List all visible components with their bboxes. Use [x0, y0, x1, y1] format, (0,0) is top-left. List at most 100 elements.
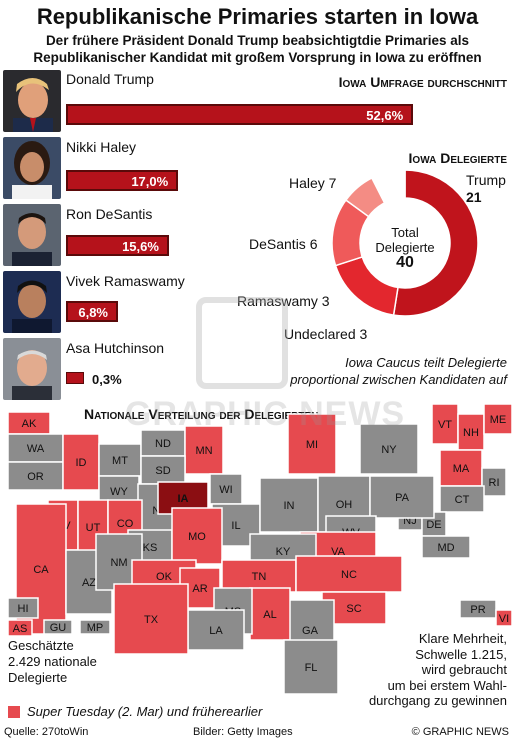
majority-note-line-1: Klare Mehrheit, — [418, 631, 507, 646]
state-label-id: ID — [76, 457, 87, 469]
state-label-tn: TN — [252, 571, 267, 583]
majority-note-line-4: um bei erstem Wahl- — [387, 677, 507, 693]
caucus-note: Iowa Caucus teilt Delegierte proportiona… — [290, 354, 507, 388]
majority-note-line-5: durchgang zu gewinnen — [368, 693, 507, 708]
image-credit: Bilder: Getty Images — [193, 726, 293, 738]
donut-center-value: 40 — [396, 254, 414, 271]
state-label-vi: VI — [499, 613, 509, 625]
state-label-sd: SD — [155, 465, 170, 477]
state-label-ga: GA — [302, 625, 319, 637]
state-label-wa: WA — [27, 443, 45, 455]
state-sd — [140, 455, 186, 485]
subtitle-line-2: Republikanischer Kandidat mit großem Vor… — [33, 50, 482, 65]
candidate-name-haley: Nikki Haley — [66, 139, 137, 155]
state-al — [249, 587, 291, 641]
state-label-ca: CA — [33, 564, 49, 576]
state-mn — [184, 425, 224, 475]
donut-slice-undeclared — [370, 169, 406, 204]
state-label-mp: MP — [87, 622, 104, 634]
state-label-nm: NM — [110, 557, 127, 569]
trump-photo — [3, 70, 61, 132]
state-label-hi: HI — [18, 603, 29, 615]
state-mp — [79, 619, 111, 635]
state-label-va: VA — [331, 546, 346, 558]
desantis-photo — [3, 204, 61, 266]
state-ri — [481, 467, 507, 497]
state-label-wy: WY — [110, 486, 128, 498]
candidate-name-hutchinson: Asa Hutchinson — [66, 340, 165, 356]
state-as — [7, 619, 33, 637]
state-label-ma: MA — [453, 463, 470, 475]
state-label-ri: RI — [489, 477, 500, 489]
candidate-name-desantis: Ron DeSantis — [66, 206, 153, 222]
state-label-nc: NC — [341, 569, 357, 581]
state-label-mn: MN — [195, 445, 212, 457]
graphic-news-credit: © GRAPHIC NEWS — [411, 726, 509, 738]
hutchinson-photo — [3, 338, 61, 400]
state-nd — [140, 429, 186, 457]
state-label-in: IN — [284, 500, 295, 512]
state-label-ok: OK — [156, 571, 173, 583]
state-label-nh: NH — [463, 427, 479, 439]
state-label-as: AS — [13, 623, 28, 635]
state-label-sc: SC — [346, 603, 361, 615]
estimate-note: Geschätzte 2.429 nationale Delegierte — [8, 638, 97, 686]
state-label-pr: PR — [470, 604, 485, 616]
majority-note-line-3: wird gebraucht — [421, 662, 507, 677]
donut-label-trump: Trump 21 — [466, 172, 506, 206]
state-ny — [359, 423, 419, 475]
state-md — [421, 535, 471, 559]
state-label-ut: UT — [86, 522, 101, 534]
state-label-al: AL — [263, 609, 276, 621]
state-label-mt: MT — [112, 455, 128, 467]
poll-bar-haley: 17,0% — [66, 170, 179, 191]
state-vi — [495, 609, 513, 627]
donut-label-trump-name: Trump — [466, 172, 506, 188]
candidate-name-ramaswamy: Vivek Ramaswamy — [66, 273, 185, 289]
candidate-name-trump: Donald Trump — [66, 71, 154, 87]
source-credit: Quelle: 270toWin — [4, 726, 89, 738]
state-nc — [295, 555, 403, 593]
poll-bar-desantis: 15,6% — [66, 235, 169, 256]
state-mt — [98, 443, 142, 477]
donut-label-trump-value: 21 — [466, 189, 482, 205]
state-label-tx: TX — [144, 614, 159, 626]
estimate-note-line-2: 2.429 nationale — [8, 654, 97, 669]
state-label-gu: GU — [50, 622, 67, 634]
majority-note-line-2: Schwelle 1.215, — [415, 646, 507, 662]
watermark-text: GRAPHIC NEWS — [124, 395, 406, 433]
majority-note: Klare Mehrheit, Schwelle 1.215, wird geb… — [369, 631, 507, 709]
state-label-vt: VT — [438, 419, 452, 431]
state-gu — [43, 619, 73, 635]
estimate-note-line-1: Geschätzte — [8, 638, 74, 653]
state-mi — [287, 413, 337, 475]
state-label-ks: KS — [143, 542, 158, 554]
state-label-oh: OH — [336, 499, 353, 511]
poll-value-ramaswamy: 6,8% — [78, 305, 108, 320]
state-label-ar: AR — [192, 583, 207, 595]
poll-value-trump: 52,6% — [366, 108, 404, 123]
state-tn — [221, 559, 297, 593]
state-label-nd: ND — [155, 438, 171, 450]
state-label-wi: WI — [219, 484, 232, 496]
state-vt — [431, 403, 459, 445]
ramaswamy-photo — [3, 271, 61, 333]
delegates-donut — [331, 169, 479, 317]
map-heading: Nationale Verteilung der Delegierten — [84, 406, 319, 422]
donut-label-desantis: DeSantis 6 — [249, 236, 318, 252]
caucus-note-line-1: Iowa Caucus teilt Delegierte — [345, 355, 507, 370]
poll-bar-ramaswamy: 6,8% — [66, 301, 118, 322]
state-label-fl: FL — [305, 662, 318, 674]
haley-photo — [3, 137, 61, 199]
state-fl — [283, 639, 339, 695]
state-ct — [439, 485, 485, 513]
legend-label: Super Tuesday (2. Mar) und früherearlier — [27, 704, 263, 719]
state-me — [483, 403, 513, 435]
state-label-co: CO — [117, 518, 134, 530]
caucus-note-line-2: proportional zwischen Kandidaten auf — [290, 372, 507, 387]
donut-center-label-1: Total — [391, 225, 419, 240]
state-label-az: AZ — [82, 577, 96, 589]
state-label-mi: MI — [306, 439, 318, 451]
donut-slice-trump — [392, 169, 479, 317]
